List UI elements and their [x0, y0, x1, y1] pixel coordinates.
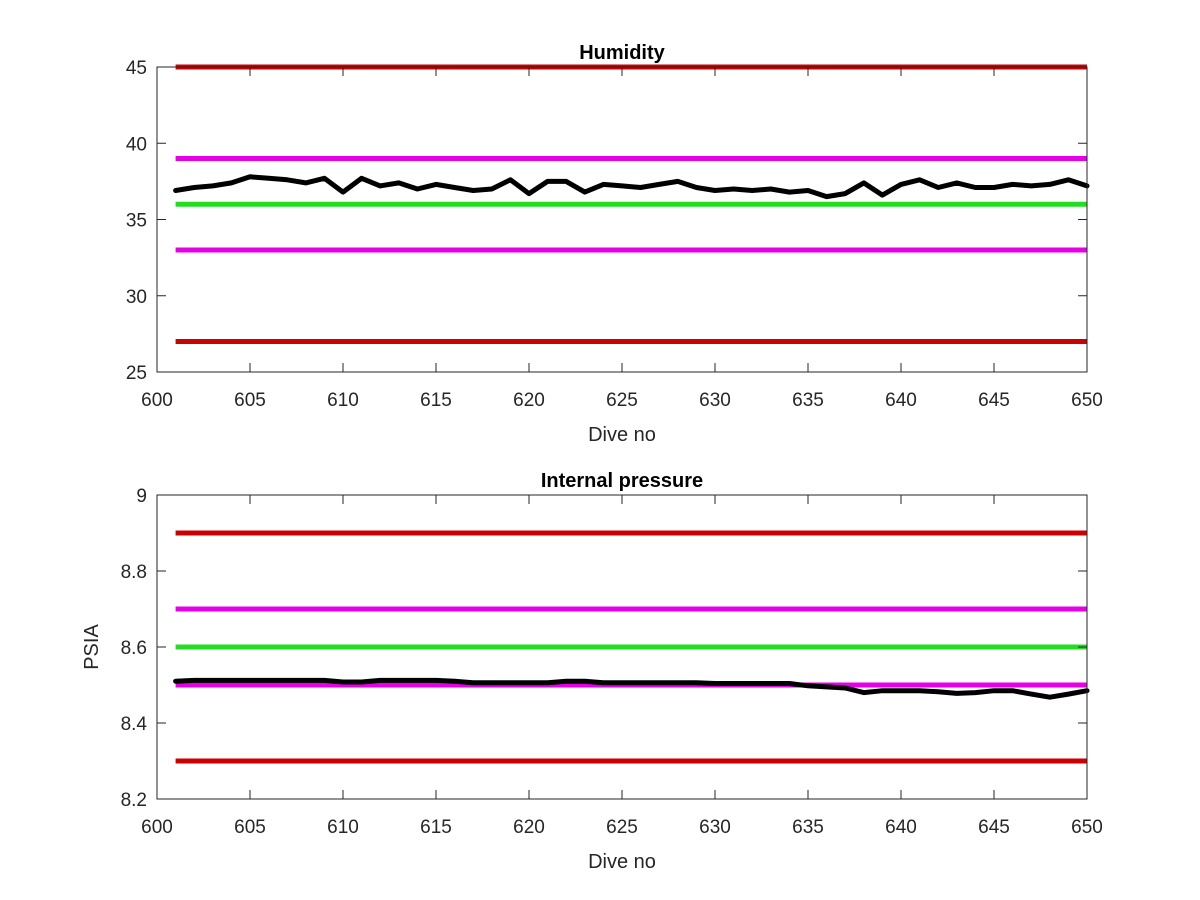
- humidity-x-tick-label: 600: [141, 390, 173, 411]
- humidity-x-tick-label: 610: [327, 390, 359, 411]
- humidity-x-tick-label: 630: [699, 390, 731, 411]
- internal-pressure-y-tick-label: 8.4: [121, 714, 148, 735]
- internal-pressure-y-tick-label: 8.2: [121, 790, 147, 811]
- internal-pressure-y-tick-label: 8.8: [121, 562, 147, 583]
- humidity-chart-title: Humidity: [579, 42, 665, 64]
- internal-pressure-x-tick-label: 640: [885, 817, 917, 838]
- internal-pressure-x-tick-label: 615: [420, 817, 452, 838]
- humidity-axes-box: [156, 66, 1088, 373]
- internal-pressure-x-tick-label: 600: [141, 817, 173, 838]
- humidity-y-tick-label: 25: [126, 363, 147, 384]
- humidity-x-tick-label: 625: [606, 390, 638, 411]
- internal-pressure-panel: 600 605 610 615 620 625 630 635 640 645 650 8.2 8.4 8…: [81, 470, 1103, 873]
- humidity-x-tick-label: 605: [234, 390, 266, 411]
- humidity-x-tick-label: 615: [420, 390, 452, 411]
- humidity-x-axis-label: Dive no: [588, 424, 656, 446]
- humidity-x-tick-label: 635: [792, 390, 824, 411]
- internal-pressure-x-tick-label: 610: [327, 817, 359, 838]
- internal-pressure-x-tick-label: 620: [513, 817, 545, 838]
- humidity-y-tick-label: 30: [126, 287, 147, 308]
- internal-pressure-y-axis-label: PSIA: [81, 624, 103, 670]
- humidity-y-tick-label: 45: [126, 58, 147, 79]
- humidity-x-tick-label: 620: [513, 390, 545, 411]
- internal-pressure-x-tick-label: 645: [978, 817, 1010, 838]
- humidity-series-line-0: [173, 174, 1090, 200]
- humidity-panel: 600 605 610 615 620 625 630 635 640 645 650 25 30 35 4…: [126, 42, 1103, 446]
- internal-pressure-x-tick-label: 650: [1071, 817, 1103, 838]
- humidity-y-tick-label: 40: [126, 134, 147, 155]
- humidity-x-tick-label: 650: [1071, 390, 1103, 411]
- internal-pressure-x-tick-label: 635: [792, 817, 824, 838]
- internal-pressure-y-tick-label: 8.6: [121, 638, 147, 659]
- internal-pressure-y-tick-label: 9: [136, 486, 147, 507]
- internal-pressure-series-line-0: [173, 677, 1090, 700]
- internal-pressure-x-axis-label: Dive no: [588, 851, 656, 873]
- humidity-x-tick-label: 640: [885, 390, 917, 411]
- internal-pressure-x-tick-label: 630: [699, 817, 731, 838]
- internal-pressure-chart-title: Internal pressure: [541, 470, 703, 492]
- humidity-y-tick-label: 35: [126, 211, 147, 232]
- humidity-x-tick-label: 645: [978, 390, 1010, 411]
- internal-pressure-x-tick-label: 605: [234, 817, 266, 838]
- internal-pressure-x-tick-label: 625: [606, 817, 638, 838]
